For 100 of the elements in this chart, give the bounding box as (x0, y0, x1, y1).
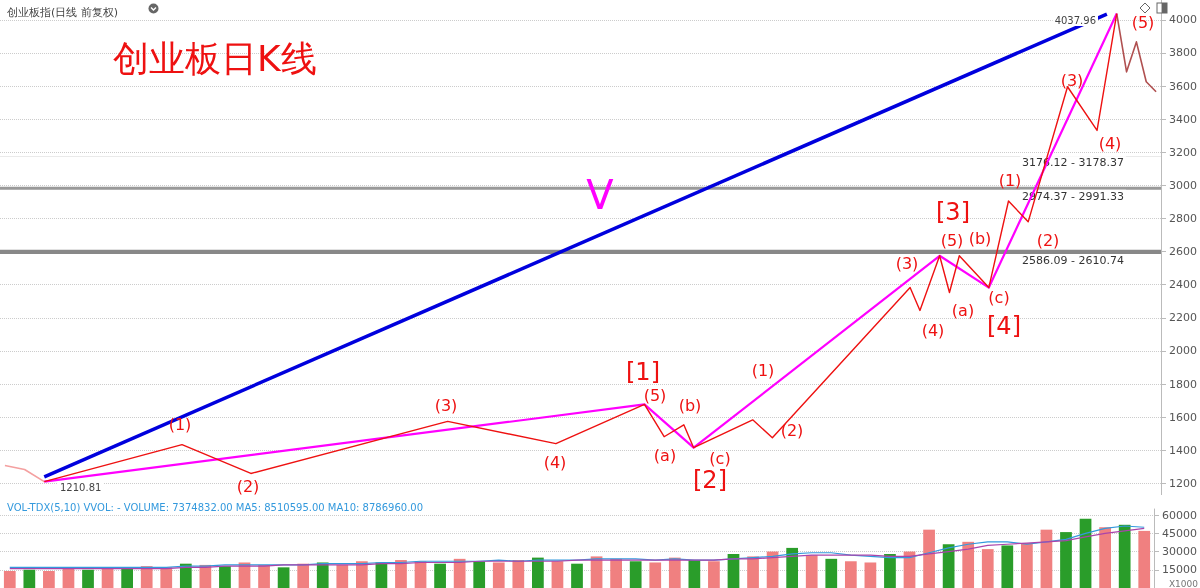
bar (923, 529, 935, 588)
bar (492, 562, 505, 588)
y-tick-label: 1200 (1169, 476, 1198, 490)
bar (434, 563, 446, 588)
bar (1138, 530, 1151, 588)
bar (3, 570, 16, 588)
y-tick-label: 2400 (1169, 278, 1198, 292)
bar (355, 561, 368, 588)
bar (981, 549, 994, 588)
annotation: (5) (1131, 12, 1155, 32)
annotation: (c) (988, 287, 1010, 307)
bar (62, 568, 75, 588)
y-tick-label: 3200 (1169, 145, 1198, 159)
annotation: (1) (998, 170, 1022, 190)
bar (844, 561, 857, 588)
bar (747, 556, 759, 588)
bar (1099, 527, 1111, 588)
bar (219, 566, 231, 588)
annotation: V (586, 172, 615, 218)
annotation: 4037.96 (1054, 14, 1096, 26)
annotation: (4) (921, 320, 945, 340)
annotation: (1) (168, 414, 192, 434)
y-tick-label: 1400 (1169, 443, 1198, 457)
bar (277, 567, 290, 588)
y-tick-label: 3400 (1169, 112, 1198, 126)
bar (551, 561, 564, 588)
line-series (1115, 12, 1157, 93)
y-tick-label: 30000 (1162, 545, 1198, 559)
bar (140, 566, 153, 588)
annotation: (a) (653, 445, 677, 465)
annotation: (2) (1036, 230, 1060, 250)
annotation: (4) (1098, 133, 1122, 153)
bar (649, 562, 662, 588)
bar (805, 555, 818, 588)
y-tick-label: 15000 (1162, 563, 1198, 577)
bar (864, 562, 877, 588)
y-tick-label: 1800 (1169, 377, 1198, 391)
bar (884, 553, 896, 588)
y-tick-label: 3000 (1169, 178, 1198, 192)
annotation: [2] (693, 466, 727, 494)
text: X1000 (1168, 578, 1199, 588)
chart-title: VOL-TDX(5,10) VVOL: - VOLUME: 7374832.00 MA5: 8510595.00 MA10: 8786960.00 (7, 501, 424, 513)
annotation: (3) (1060, 70, 1084, 90)
bar (82, 569, 94, 588)
bar (1079, 518, 1092, 588)
annotation: (b) (968, 228, 992, 248)
annotation: 1210.81 (60, 481, 102, 493)
bar (571, 563, 583, 588)
bar (160, 567, 173, 588)
bar (23, 569, 36, 588)
annotation: (2) (236, 476, 260, 496)
bar (1001, 545, 1014, 588)
bar (473, 561, 486, 588)
annotation: (3) (895, 253, 919, 273)
y-tick-label: 60000 (1162, 508, 1198, 522)
y-tick-label: 4000 (1169, 13, 1198, 27)
annotation: (a) (951, 300, 975, 320)
bar (532, 557, 544, 588)
annotation: (2) (780, 420, 804, 440)
bar (629, 561, 642, 588)
bar (121, 568, 133, 588)
bar (395, 560, 407, 588)
bar (786, 547, 799, 588)
y-tick-label: 45000 (1162, 526, 1198, 540)
band-label: 2586.09 - 2610.74 (1022, 253, 1125, 267)
bar (1021, 543, 1033, 588)
annotation: (1) (751, 360, 775, 380)
bar (610, 558, 622, 588)
bar (825, 558, 838, 588)
y-tick-label: 2800 (1169, 212, 1198, 226)
annotation: (b) (678, 395, 702, 415)
y-tick-label: 3600 (1169, 79, 1198, 93)
bar (1118, 524, 1131, 588)
text: 创业板指(日线 前复权) (7, 6, 119, 19)
bar (258, 564, 270, 588)
annotation: [4] (987, 312, 1021, 340)
annotation: (4) (543, 452, 567, 472)
bar (1040, 529, 1053, 588)
bar (668, 557, 681, 588)
bar (942, 544, 955, 588)
annotation: [1] (626, 358, 660, 386)
bar (1060, 532, 1072, 588)
bar (688, 560, 701, 588)
bar (453, 558, 466, 588)
annotation: (5) (940, 230, 964, 250)
annotation: [3] (936, 198, 970, 226)
bar (336, 564, 349, 588)
bar (297, 563, 310, 588)
y-tick-label: 2600 (1169, 245, 1198, 259)
annotation: (5) (643, 385, 667, 405)
y-tick-label: 1600 (1169, 410, 1198, 424)
bar (708, 561, 720, 588)
annotation: (3) (434, 395, 458, 415)
y-tick-label: 2200 (1169, 311, 1198, 325)
y-tick-label: 2000 (1169, 344, 1198, 358)
bar (512, 560, 525, 588)
annotation: 创业板日K线 (113, 37, 317, 79)
bar (727, 553, 740, 588)
annotation: (c) (709, 448, 731, 468)
bar (43, 570, 55, 588)
